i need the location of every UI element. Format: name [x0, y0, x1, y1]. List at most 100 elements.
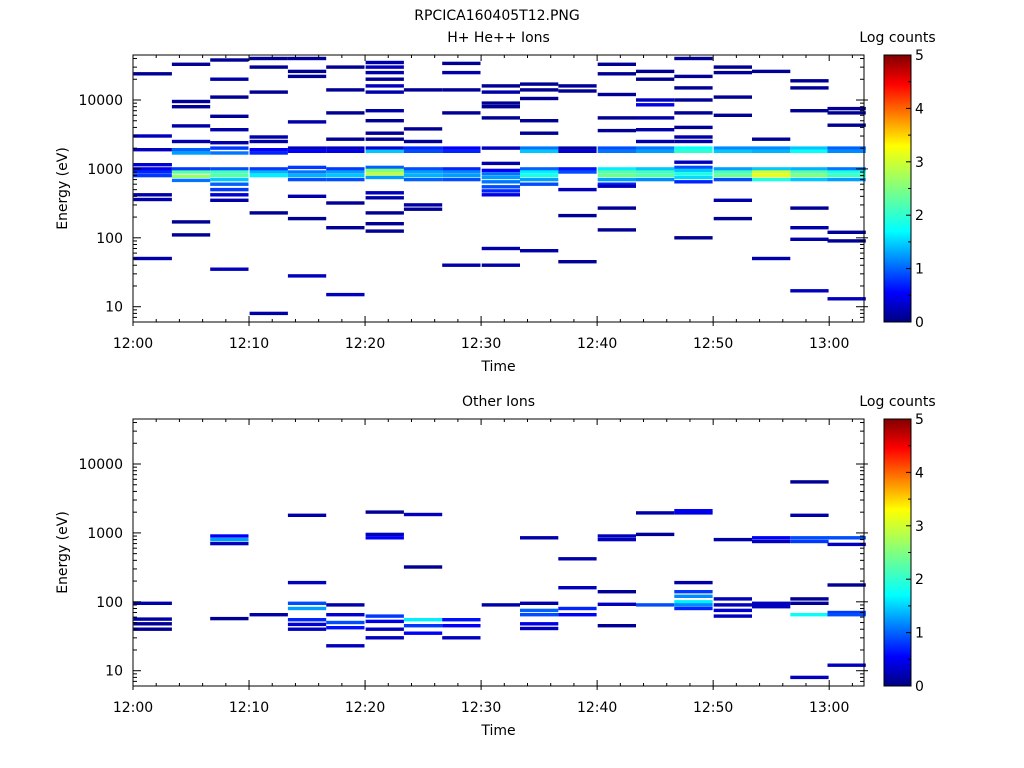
heatmap-cell	[790, 146, 829, 150]
heatmap-cell	[403, 203, 443, 207]
heatmap-cell	[326, 167, 365, 171]
heatmap-cell	[674, 135, 713, 139]
heatmap-cell	[636, 128, 675, 132]
heatmap-cell	[790, 289, 829, 293]
heatmap-cell	[365, 536, 404, 540]
heatmap-cell	[403, 207, 443, 211]
heatmap-cell	[365, 149, 404, 153]
heatmap-cell	[249, 211, 288, 215]
heatmap-cell	[326, 149, 365, 153]
heatmap-cell	[827, 610, 866, 615]
x-tick-label: 12:20	[345, 336, 385, 352]
heatmap-cell	[597, 146, 636, 150]
heatmap-cell	[752, 167, 791, 171]
heatmap-cell	[713, 167, 752, 171]
heatmap-cell	[752, 177, 791, 182]
heatmap-cell	[133, 148, 172, 152]
heatmap-cell	[133, 163, 172, 167]
heatmap-cell	[520, 177, 559, 182]
heatmap-cell	[365, 77, 404, 81]
heatmap-cell	[210, 95, 249, 99]
heatmap-cell	[520, 119, 559, 123]
heatmap-cell	[365, 222, 404, 226]
heatmap-cell	[636, 511, 675, 515]
heatmap-cell	[171, 233, 211, 237]
heatmap-cell	[520, 613, 559, 617]
heatmap-cell	[249, 151, 288, 155]
heatmap-cell	[752, 536, 791, 540]
colorbar-tick-label: 5	[915, 412, 924, 428]
heatmap-cell	[249, 135, 288, 139]
heatmap-cell	[790, 167, 829, 171]
heatmap-cell	[210, 187, 249, 192]
heatmap-cell	[520, 622, 559, 626]
x-tick-label: 12:20	[345, 700, 385, 716]
heatmap-cell	[520, 88, 559, 92]
heatmap-cell	[326, 201, 365, 205]
y-tick-label: 1000	[87, 162, 123, 178]
x-tick-label: 12:10	[229, 336, 269, 352]
heatmap-cell	[287, 216, 327, 221]
heatmap-cell	[790, 237, 829, 241]
heatmap-cell	[287, 627, 327, 631]
heatmap-cell	[636, 77, 675, 81]
heatmap-cell	[365, 175, 404, 180]
heatmap-cell	[442, 618, 481, 622]
colorbar-label: Log counts	[859, 30, 935, 46]
heatmap-cell	[210, 177, 249, 182]
x-tick-label: 12:30	[461, 700, 501, 716]
heatmap-cell	[636, 177, 675, 182]
panel-other-ions: Other Ions 12:00 12:10 12:20 12:30 12:40 12:50…	[55, 394, 936, 739]
heatmap-cell	[520, 173, 559, 178]
heatmap-cell	[597, 167, 636, 171]
heatmap-cell	[597, 602, 636, 606]
heatmap-cell	[790, 536, 829, 540]
heatmap-cell	[326, 173, 365, 178]
heatmap-cell	[287, 74, 327, 79]
colorbar-tick-label: 5	[915, 48, 924, 64]
heatmap-cell	[674, 594, 713, 598]
heatmap-cell	[287, 618, 327, 622]
heatmap-cell	[171, 139, 211, 144]
heatmap-cell	[365, 172, 404, 176]
heatmap-cell	[481, 116, 520, 120]
y-axis-label: Energy (eV)	[55, 147, 71, 230]
heatmap-cell	[365, 90, 404, 94]
x-tick-label: 13:00	[809, 700, 849, 716]
x-tick-label: 12:50	[693, 700, 733, 716]
heatmap-cell	[249, 148, 288, 152]
heatmap-cell	[287, 177, 327, 182]
heatmap-cell	[481, 246, 520, 251]
heatmap-cell	[287, 274, 327, 278]
heatmap-cell	[558, 213, 597, 218]
heatmap-cell	[674, 180, 713, 184]
heatmap-cell	[597, 128, 636, 133]
heatmap-cell	[597, 228, 636, 232]
heatmap-cell	[520, 182, 559, 186]
heatmap-cell	[558, 149, 597, 153]
y-tick-label: 100	[96, 231, 123, 247]
heatmap-cell	[171, 174, 211, 178]
heatmap-cell	[171, 178, 211, 183]
heatmap-cell	[442, 70, 481, 75]
heatmap-cell	[790, 79, 829, 83]
heatmap-cell	[133, 170, 172, 174]
heatmap-cell	[790, 170, 829, 174]
heatmap-cell	[442, 88, 481, 92]
heatmap-cell	[403, 512, 443, 517]
heatmap-cell	[597, 149, 636, 153]
heatmap-cell	[403, 139, 443, 144]
heatmap-cell	[481, 185, 520, 189]
y-tick-label: 10	[105, 300, 123, 316]
heatmap-cells	[133, 56, 866, 316]
colorbar-scale	[883, 418, 912, 687]
colorbar-tick-label: 4	[915, 465, 924, 481]
y-axis-label: Energy (eV)	[55, 511, 71, 594]
heatmap-cell	[287, 165, 327, 170]
y-tick-label: 10000	[78, 93, 123, 109]
heatmap-cell	[403, 565, 443, 569]
heatmap-cell	[520, 249, 559, 253]
heatmap-cell	[558, 613, 597, 617]
heatmap-cell	[558, 89, 597, 93]
heatmap-cell	[674, 56, 713, 61]
